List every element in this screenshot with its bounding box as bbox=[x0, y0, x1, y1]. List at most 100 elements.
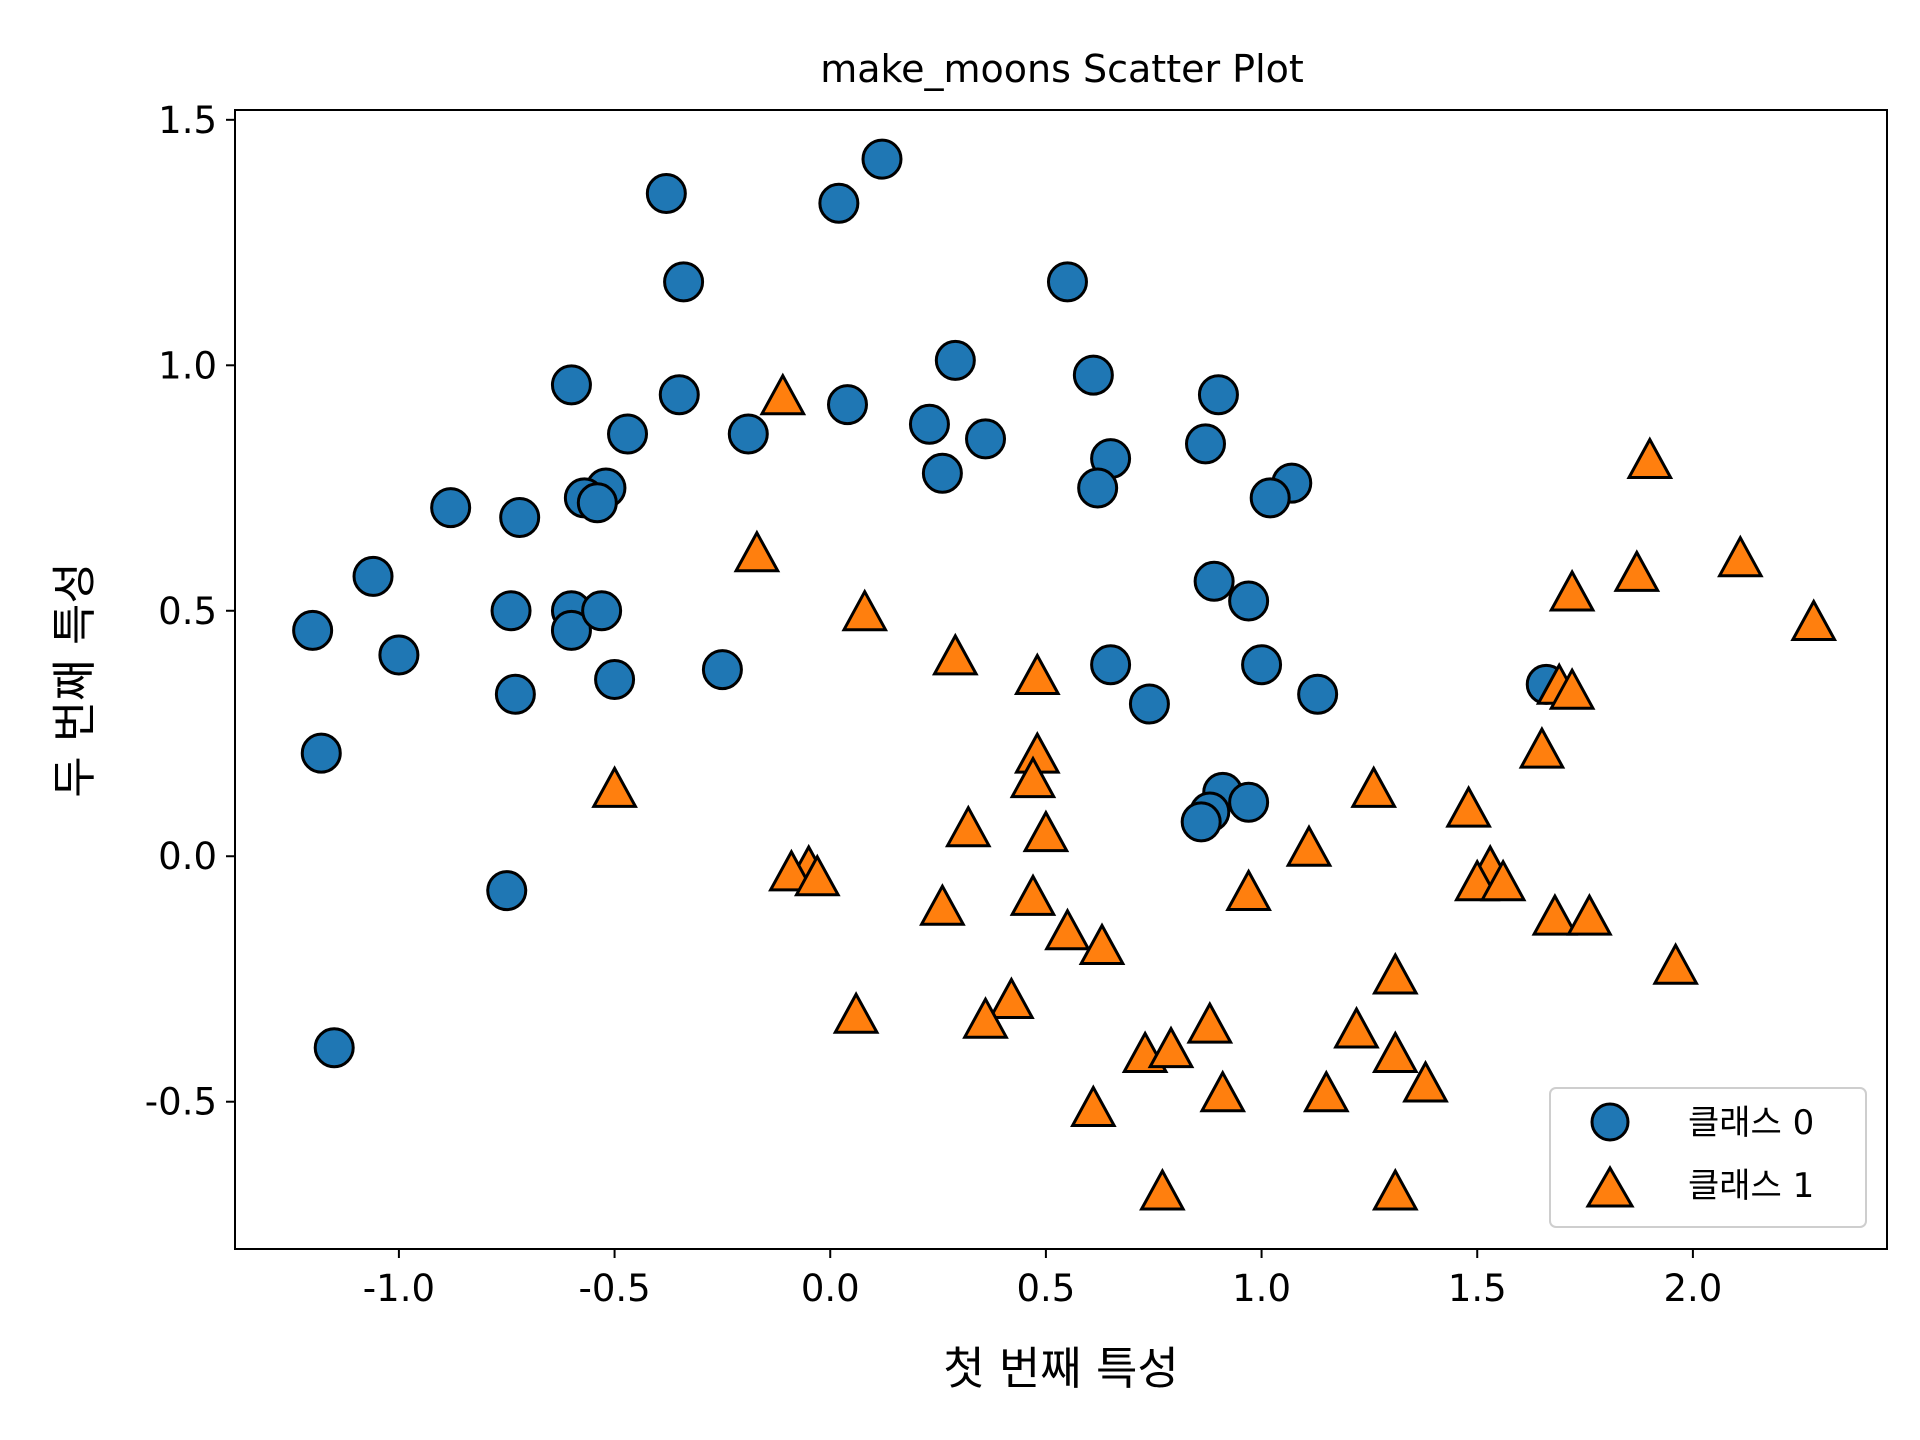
x-axis-label: 첫 번째 특성 bbox=[943, 1342, 1179, 1395]
data-point-class-0 bbox=[550, 609, 592, 651]
data-point-class-1 bbox=[1717, 534, 1764, 578]
data-point-class-0 bbox=[921, 452, 963, 494]
data-point-class-1 bbox=[1333, 1005, 1380, 1049]
y-tick-label: 0.0 bbox=[158, 835, 217, 878]
data-point-class-0 bbox=[701, 649, 743, 691]
data-point-class-0 bbox=[1241, 644, 1283, 686]
data-point-class-1 bbox=[1531, 892, 1579, 936]
data-point-class-0 bbox=[430, 487, 472, 529]
data-point-class-0 bbox=[1128, 683, 1170, 725]
data-point-class-0 bbox=[352, 555, 394, 597]
data-point-class-0 bbox=[645, 172, 687, 214]
legend-label-class-1: 클래스 1 bbox=[1688, 1166, 1814, 1206]
data-point-class-0 bbox=[576, 482, 618, 524]
data-point-class-0 bbox=[818, 182, 860, 224]
data-point-class-0 bbox=[826, 384, 868, 426]
data-point-class-1 bbox=[1147, 1025, 1195, 1069]
legend: 클래스 0 클래스 1 bbox=[1549, 1087, 1867, 1228]
data-point-class-1 bbox=[1225, 868, 1272, 911]
data-point-class-1 bbox=[1518, 725, 1566, 769]
data-point-class-1 bbox=[1070, 1084, 1117, 1127]
data-point-class-0 bbox=[658, 374, 700, 416]
legend-label-class-0: 클래스 0 bbox=[1688, 1103, 1814, 1143]
x-tick-label: 0.5 bbox=[1016, 1267, 1075, 1310]
data-point-class-1 bbox=[1009, 873, 1057, 916]
data-point-class-1 bbox=[944, 804, 992, 848]
data-point-class-1 bbox=[1566, 892, 1613, 936]
data-point-class-1 bbox=[988, 976, 1035, 1019]
data-point-class-1 bbox=[1044, 907, 1091, 951]
series-1 bbox=[591, 372, 1838, 1211]
legend-marker-class-1 bbox=[1585, 1165, 1635, 1208]
data-point-class-0 bbox=[663, 261, 705, 303]
data-point-class-1 bbox=[1350, 765, 1398, 808]
data-point-class-0 bbox=[607, 413, 649, 455]
data-point-class-0 bbox=[727, 413, 769, 455]
x-tick-label: 0.0 bbox=[801, 1267, 860, 1310]
y-axis-label: 두 번째 특성 bbox=[48, 562, 101, 798]
data-point-class-1 bbox=[841, 588, 889, 632]
x-tick-label: 1.5 bbox=[1448, 1267, 1507, 1310]
data-point-class-1 bbox=[1790, 598, 1838, 641]
legend-marker-class-0 bbox=[1590, 1102, 1630, 1142]
data-point-class-1 bbox=[1186, 1000, 1234, 1044]
data-point-class-0 bbox=[494, 673, 536, 715]
data-point-class-0 bbox=[292, 609, 334, 651]
data-point-class-1 bbox=[1613, 549, 1661, 592]
data-point-class-1 bbox=[1022, 809, 1070, 853]
y-tick-label: 1.0 bbox=[158, 344, 217, 387]
y-tick-label: -0.5 bbox=[145, 1081, 217, 1124]
x-tick-label: -0.5 bbox=[578, 1267, 650, 1310]
data-point-class-0 bbox=[908, 403, 950, 445]
data-point-class-0 bbox=[313, 1027, 355, 1069]
data-point-class-1 bbox=[1626, 436, 1674, 479]
data-point-class-0 bbox=[1228, 580, 1270, 622]
series-0 bbox=[292, 138, 1567, 1069]
data-point-class-1 bbox=[1479, 858, 1527, 902]
data-point-class-0 bbox=[1193, 560, 1235, 602]
data-point-class-1 bbox=[1548, 667, 1596, 710]
data-point-class-1 bbox=[1285, 824, 1333, 867]
data-point-class-1 bbox=[768, 848, 815, 892]
data-point-class-0 bbox=[594, 659, 636, 700]
data-point-class-1 bbox=[1548, 568, 1596, 612]
y-tick-label: 1.5 bbox=[158, 99, 217, 142]
data-point-class-0 bbox=[1297, 673, 1339, 715]
data-point-class-0 bbox=[1090, 644, 1132, 686]
data-point-class-0 bbox=[1184, 423, 1226, 465]
data-point-class-1 bbox=[1371, 1167, 1419, 1211]
data-point-class-0 bbox=[378, 634, 420, 676]
y-tick-label: 0.5 bbox=[158, 590, 217, 633]
data-point-class-1 bbox=[1652, 942, 1699, 985]
y-axis: -0.5 0.0 0.5 1.0 1.5 bbox=[145, 99, 235, 1124]
data-point-class-1 bbox=[793, 853, 841, 897]
data-point-class-1 bbox=[1013, 652, 1061, 695]
data-point-class-1 bbox=[1078, 922, 1126, 965]
x-axis: -1.0 -0.5 0.0 0.5 1.0 1.5 2.0 bbox=[363, 1249, 1722, 1310]
data-point-class-0 bbox=[1046, 261, 1088, 303]
data-point-class-1 bbox=[591, 765, 638, 808]
data-point-class-1 bbox=[1139, 1167, 1186, 1211]
data-point-class-0 bbox=[1180, 801, 1222, 843]
data-point-class-0 bbox=[490, 590, 532, 632]
data-point-class-1 bbox=[1302, 1069, 1350, 1113]
data-point-class-0 bbox=[1249, 477, 1291, 519]
data-point-class-0 bbox=[300, 732, 342, 774]
data-point-class-1 bbox=[962, 996, 1009, 1039]
data-point-class-1 bbox=[832, 991, 880, 1034]
data-point-class-0 bbox=[965, 418, 1007, 460]
plot-frame bbox=[234, 109, 1888, 1250]
data-point-class-1 bbox=[1009, 755, 1057, 799]
data-point-class-0 bbox=[861, 138, 903, 180]
x-tick-label: -1.0 bbox=[363, 1267, 435, 1310]
data-point-class-0 bbox=[934, 339, 976, 381]
data-point-class-0 bbox=[581, 590, 623, 632]
data-point-class-1 bbox=[1402, 1059, 1449, 1103]
chart-title: make_moons Scatter Plot bbox=[820, 47, 1304, 91]
data-point-class-0 bbox=[550, 364, 592, 406]
x-tick-label: 1.0 bbox=[1232, 1267, 1291, 1310]
data-point-class-0 bbox=[1228, 781, 1270, 823]
data-point-class-1 bbox=[931, 632, 979, 676]
data-point-class-1 bbox=[733, 529, 781, 573]
